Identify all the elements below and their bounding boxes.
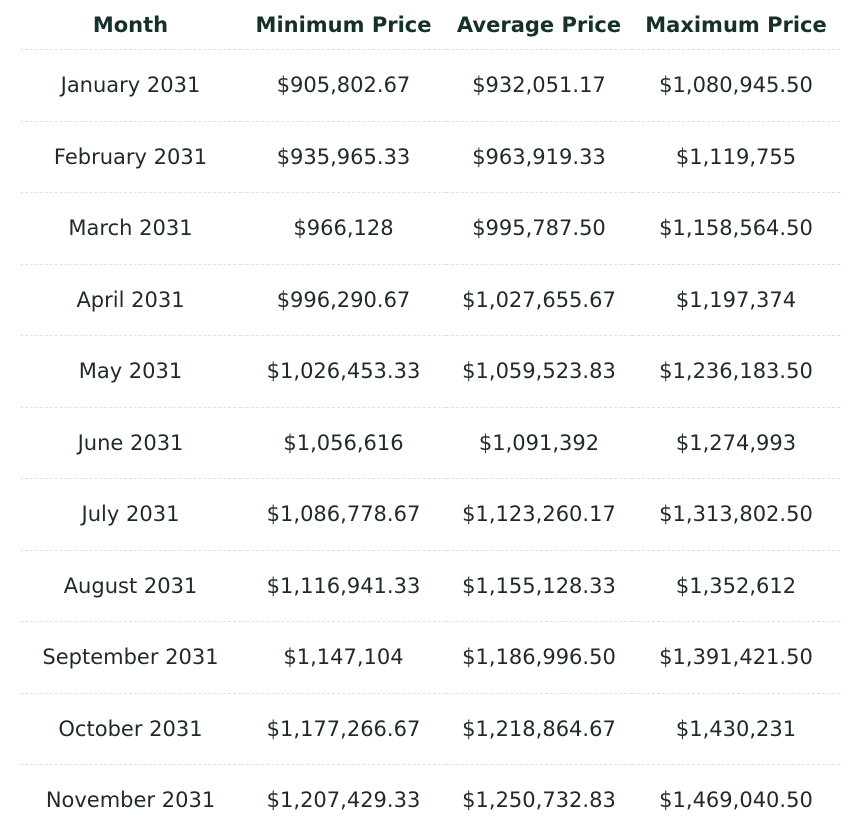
cell-maximum-price: $1,236,183.50 (632, 335, 840, 408)
cell-minimum-price: $905,802.67 (241, 49, 446, 122)
cell-average-price: $1,250,732.83 (462, 788, 616, 813)
cell-minimum-price: $1,207,429.33 (266, 788, 421, 813)
header-month: Month (20, 0, 241, 50)
table-row: November 2031 $1,207,429.33 $1,250,732.8… (20, 765, 840, 836)
table-row: September 2031 $1,147,104 $1,186,996.50 … (20, 621, 840, 694)
cell-average-price: $1,155,128.33 (446, 550, 632, 622)
cell-average-price: $1,186,996.50 (446, 621, 632, 694)
cell-minimum-price: $1,056,616 (241, 407, 446, 479)
table-header: Month Minimum Price Average Price Maximu… (20, 0, 840, 50)
cell-average-price: $932,051.17 (446, 49, 632, 122)
cell-minimum-price: $1,147,104 (241, 621, 446, 694)
cell-average-price: $1,218,864.67 (446, 693, 632, 765)
cell-maximum-price: $1,080,945.50 (632, 49, 840, 122)
cell-average-price: $1,059,523.83 (446, 335, 632, 408)
cell-average-price: $995,787.50 (446, 192, 632, 265)
table-row: October 2031 $1,177,266.67 $1,218,864.67… (20, 693, 840, 765)
cell-month: March 2031 (20, 192, 241, 265)
cell-month: June 2031 (20, 407, 241, 479)
cell-minimum-price: $1,116,941.33 (241, 550, 446, 622)
cell-month: April 2031 (20, 264, 241, 336)
cell-month: January 2031 (20, 49, 241, 122)
cell-maximum-price: $1,352,612 (632, 550, 840, 622)
table-row: March 2031 $966,128 $995,787.50 $1,158,5… (20, 192, 840, 265)
table-row: April 2031 $996,290.67 $1,027,655.67 $1,… (20, 264, 840, 336)
cell-month: August 2031 (20, 550, 241, 622)
cell-minimum-price: $1,086,778.67 (241, 478, 446, 551)
cell-month: February 2031 (20, 121, 241, 193)
cell-month: May 2031 (20, 335, 241, 408)
cell-month: September 2031 (20, 621, 241, 694)
cell-average-price: $1,027,655.67 (446, 264, 632, 336)
table-body: January 2031 $905,802.67 $932,051.17 $1,… (20, 49, 840, 836)
cell-minimum-price: $966,128 (241, 192, 446, 265)
cell-maximum-price: $1,391,421.50 (632, 621, 840, 694)
cell-maximum-price: $1,469,040.50 (659, 788, 813, 813)
table-row: May 2031 $1,026,453.33 $1,059,523.83 $1,… (20, 335, 840, 408)
price-prediction-table: Month Minimum Price Average Price Maximu… (20, 0, 840, 836)
cell-maximum-price: $1,197,374 (632, 264, 840, 336)
cell-maximum-price: $1,430,231 (632, 693, 840, 765)
cell-month: November 2031 (45, 788, 216, 813)
cell-maximum-price: $1,119,755 (632, 121, 840, 193)
cell-minimum-price: $1,177,266.67 (241, 693, 446, 765)
table-row: June 2031 $1,056,616 $1,091,392 $1,274,9… (20, 407, 840, 479)
header-maximum-price: Maximum Price (632, 0, 840, 50)
header-minimum-price: Minimum Price (241, 0, 446, 50)
cell-average-price: $1,091,392 (446, 407, 632, 479)
cell-minimum-price: $935,965.33 (241, 121, 446, 193)
table-row: January 2031 $905,802.67 $932,051.17 $1,… (20, 49, 840, 122)
cell-average-price: $963,919.33 (446, 121, 632, 193)
cell-month: July 2031 (20, 478, 241, 551)
table-row: July 2031 $1,086,778.67 $1,123,260.17 $1… (20, 478, 840, 551)
header-row: Month Minimum Price Average Price Maximu… (20, 0, 840, 50)
header-average-price: Average Price (446, 0, 632, 50)
cell-minimum-price: $996,290.67 (241, 264, 446, 336)
table-row: February 2031 $935,965.33 $963,919.33 $1… (20, 121, 840, 193)
cell-maximum-price: $1,313,802.50 (632, 478, 840, 551)
table-row: August 2031 $1,116,941.33 $1,155,128.33 … (20, 550, 840, 622)
cell-average-price: $1,123,260.17 (446, 478, 632, 551)
cell-maximum-price: $1,274,993 (632, 407, 840, 479)
cell-maximum-price: $1,158,564.50 (632, 192, 840, 265)
cell-month: October 2031 (20, 693, 241, 765)
cell-minimum-price: $1,026,453.33 (241, 335, 446, 408)
